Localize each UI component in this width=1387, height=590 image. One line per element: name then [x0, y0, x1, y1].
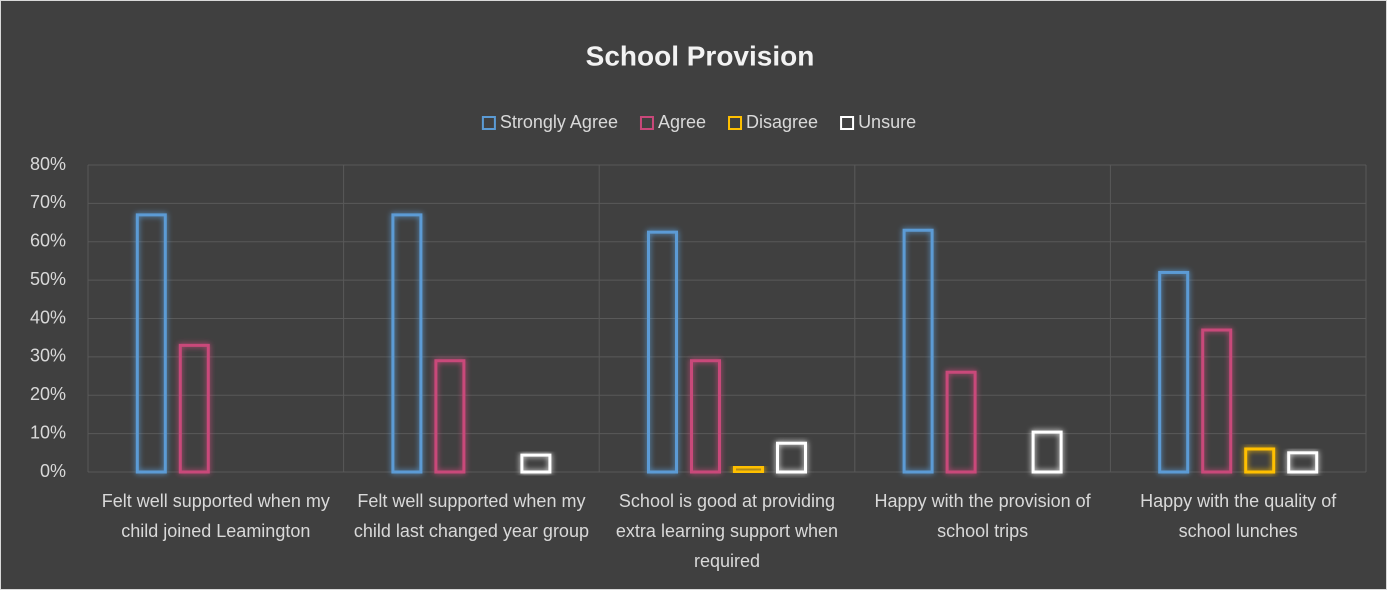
- y-tick-label: 0%: [40, 461, 66, 481]
- bar: [391, 213, 423, 474]
- bar: [1031, 430, 1063, 474]
- y-tick-label: 60%: [30, 231, 66, 251]
- y-tick-label: 10%: [30, 422, 66, 442]
- bar: [1158, 270, 1190, 474]
- y-tick-label: 70%: [30, 192, 66, 212]
- x-tick-label-line: required: [694, 551, 760, 571]
- bar: [902, 228, 934, 474]
- bar: [945, 370, 977, 474]
- legend-label: Unsure: [858, 112, 916, 132]
- bar: [1287, 451, 1319, 474]
- chart-title: School Provision: [586, 40, 815, 71]
- legend-swatch: [639, 116, 654, 130]
- x-tick-label-line: school trips: [937, 521, 1028, 541]
- y-tick-label: 40%: [30, 307, 66, 327]
- bar: [647, 230, 678, 474]
- legend: Strongly Agree Agree Disagree Unsure: [481, 112, 916, 132]
- x-tick-label: Happy with the provision of school trips: [875, 491, 1092, 541]
- y-tick-label: 50%: [30, 269, 66, 289]
- y-tick-label: 80%: [30, 154, 66, 174]
- legend-item: Unsure: [840, 112, 916, 132]
- x-tick-label-line: Felt well supported when my: [102, 491, 330, 511]
- x-tick-label: Felt well supported when my child last ch…: [354, 491, 589, 541]
- legend-swatch: [840, 116, 855, 130]
- x-tick-label: Felt well supported when my child joined …: [102, 491, 330, 541]
- bar: [520, 453, 552, 474]
- legend-label: Disagree: [746, 112, 818, 132]
- x-tick-label: School is good at providing extra learnin…: [616, 491, 838, 571]
- bar: [776, 441, 807, 474]
- x-tick-label-line: School is good at providing: [619, 491, 835, 511]
- legend-item: Disagree: [728, 112, 818, 132]
- x-tick-label-line: Happy with the provision of: [875, 491, 1092, 511]
- legend-swatch: [481, 116, 496, 130]
- x-tick-label-line: Happy with the quality of: [1140, 491, 1337, 511]
- y-tick-label: 30%: [30, 346, 66, 366]
- x-tick-label-line: Felt well supported when my: [357, 491, 585, 511]
- x-tick-label-line: school lunches: [1179, 521, 1298, 541]
- bar: [434, 359, 466, 474]
- y-tick-label: 20%: [30, 384, 66, 404]
- bar: [1244, 447, 1276, 474]
- legend-item: Strongly Agree: [481, 112, 618, 132]
- bar: [135, 213, 167, 474]
- bar: [733, 465, 764, 474]
- legend-label: Strongly Agree: [500, 112, 618, 132]
- bar: [690, 359, 721, 474]
- x-tick-label: Happy with the quality of school lunches: [1140, 491, 1337, 541]
- bar: [1201, 328, 1233, 474]
- x-tick-label-line: child joined Leamington: [121, 521, 310, 541]
- legend-swatch: [728, 116, 743, 130]
- bar: [178, 343, 210, 474]
- legend-label: Agree: [658, 112, 706, 132]
- x-tick-label-line: child last changed year group: [354, 521, 589, 541]
- x-tick-label-line: extra learning support when: [616, 521, 838, 541]
- legend-item: Agree: [639, 112, 706, 132]
